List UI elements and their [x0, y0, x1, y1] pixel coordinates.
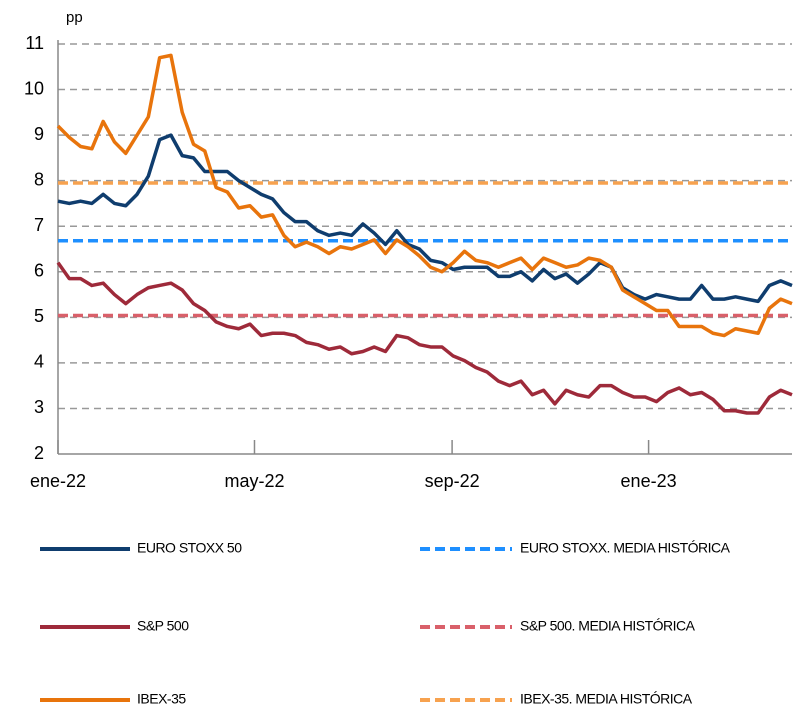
y-tick-label: 11 [25, 33, 44, 53]
y-tick-label: 7 [34, 215, 44, 235]
y-tick-label: 10 [24, 78, 44, 98]
x-tick-label: sep-22 [425, 471, 480, 491]
x-tick-label: ene-22 [30, 471, 86, 491]
series-line [56, 261, 793, 415]
series-line [56, 53, 793, 338]
legend-label: EURO STOXX 50 [137, 540, 242, 556]
x-tick-label: may-22 [224, 471, 284, 491]
y-tick-label: 3 [34, 397, 44, 417]
x-tick-label: ene-23 [621, 471, 677, 491]
series-line [57, 133, 793, 304]
legend-label: IBEX-35. MEDIA HISTÓRICA [520, 691, 693, 707]
legend-label: EURO STOXX. MEDIA HISTÓRICA [520, 540, 731, 556]
legend-label: S&P 500 [137, 618, 189, 634]
y-tick-label: 8 [34, 169, 44, 189]
y-axis-label: pp [66, 9, 83, 26]
legend-label: S&P 500. MEDIA HISTÓRICA [520, 618, 696, 634]
y-tick-label: 5 [34, 306, 44, 326]
legend-label: IBEX-35 [137, 691, 186, 707]
y-tick-label: 4 [34, 352, 44, 372]
y-tick-label: 6 [34, 261, 44, 281]
y-tick-label: 2 [34, 443, 44, 463]
y-tick-label: 9 [34, 124, 44, 144]
